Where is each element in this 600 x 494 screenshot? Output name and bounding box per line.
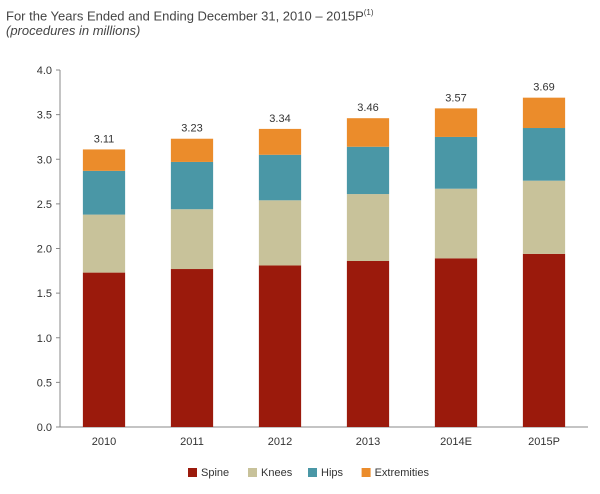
y-tick-label: 1.0 [37, 333, 52, 345]
total-label: 3.34 [269, 113, 290, 125]
bar-segment-hips [434, 136, 478, 189]
legend-swatch-extremities [361, 468, 371, 477]
y-tick-label: 3.5 [37, 110, 52, 122]
y-tick-label: 1.5 [37, 288, 52, 300]
bar-segment-extremities [434, 108, 478, 137]
bar-segment-extremities [258, 128, 302, 155]
bar-segment-spine [82, 272, 126, 427]
y-tick-label: 2.5 [37, 199, 52, 211]
bar-segment-hips [258, 154, 302, 201]
chart-total-labels: 3.11 3.23 3.34 3.46 3.57 3.69 [94, 82, 555, 146]
y-tick-label: 0.5 [37, 377, 52, 389]
title-footnote: (1) [363, 8, 374, 17]
bar-segment-extremities [82, 149, 126, 171]
bar-segment-extremities [346, 118, 390, 147]
legend-label-extremities: Extremities [375, 467, 430, 479]
bar-segment-extremities [170, 138, 214, 162]
legend-swatch-spine [188, 468, 197, 477]
bar-segment-hips [522, 128, 566, 181]
chart-subtitle: (procedures in millions) [6, 23, 141, 38]
total-label: 3.46 [357, 102, 378, 114]
bar-segment-knees [346, 194, 390, 261]
bar-segment-spine [258, 265, 302, 427]
chart-title-text: For the Years Ended and Ending December … [6, 8, 364, 24]
y-tick-label: 4.0 [37, 65, 52, 77]
x-tick-label: 2011 [180, 436, 204, 448]
legend-label-knees: Knees [261, 467, 293, 479]
x-tick-label: 2010 [92, 436, 116, 448]
bar-segment-knees [522, 180, 566, 254]
y-tick-label: 2.0 [37, 244, 52, 256]
legend-swatch-hips [308, 468, 317, 477]
bar-segment-spine [434, 258, 478, 427]
chart-axes: 0.0 0.5 1.0 1.5 2.0 2.5 3.0 3.5 4.0 2010 2011 2012 2… [37, 65, 588, 448]
bar-segment-hips [170, 161, 214, 210]
y-tick-label: 0.0 [37, 422, 52, 434]
bar-segment-spine [522, 253, 566, 427]
total-label: 3.23 [181, 123, 202, 135]
legend-swatch-knees [248, 468, 257, 477]
x-tick-label: 2015P [528, 436, 560, 448]
x-tick-label: 2013 [356, 436, 380, 448]
x-tick-label: 2012 [268, 436, 292, 448]
bar-segment-knees [258, 200, 302, 266]
bar-segment-spine [170, 269, 214, 427]
total-label: 3.11 [94, 133, 115, 145]
legend-label-hips: Hips [321, 467, 344, 479]
bar-segment-hips [82, 170, 126, 215]
chart-title: For the Years Ended and Ending December … [6, 4, 374, 25]
bar-segment-spine [346, 260, 390, 427]
legend-label-spine: Spine [201, 467, 229, 479]
total-label: 3.57 [445, 92, 466, 104]
chart-legend: Spine Knees Hips Extremities [188, 467, 429, 479]
x-tick-label: 2014E [440, 436, 472, 448]
bar-segment-knees [82, 214, 126, 273]
bar-segment-knees [170, 209, 214, 270]
chart-bars [82, 97, 566, 427]
bar-segment-hips [346, 146, 390, 195]
y-tick-label: 3.0 [37, 154, 52, 166]
bar-segment-knees [434, 188, 478, 259]
bar-segment-extremities [522, 97, 566, 129]
total-label: 3.69 [533, 82, 554, 94]
